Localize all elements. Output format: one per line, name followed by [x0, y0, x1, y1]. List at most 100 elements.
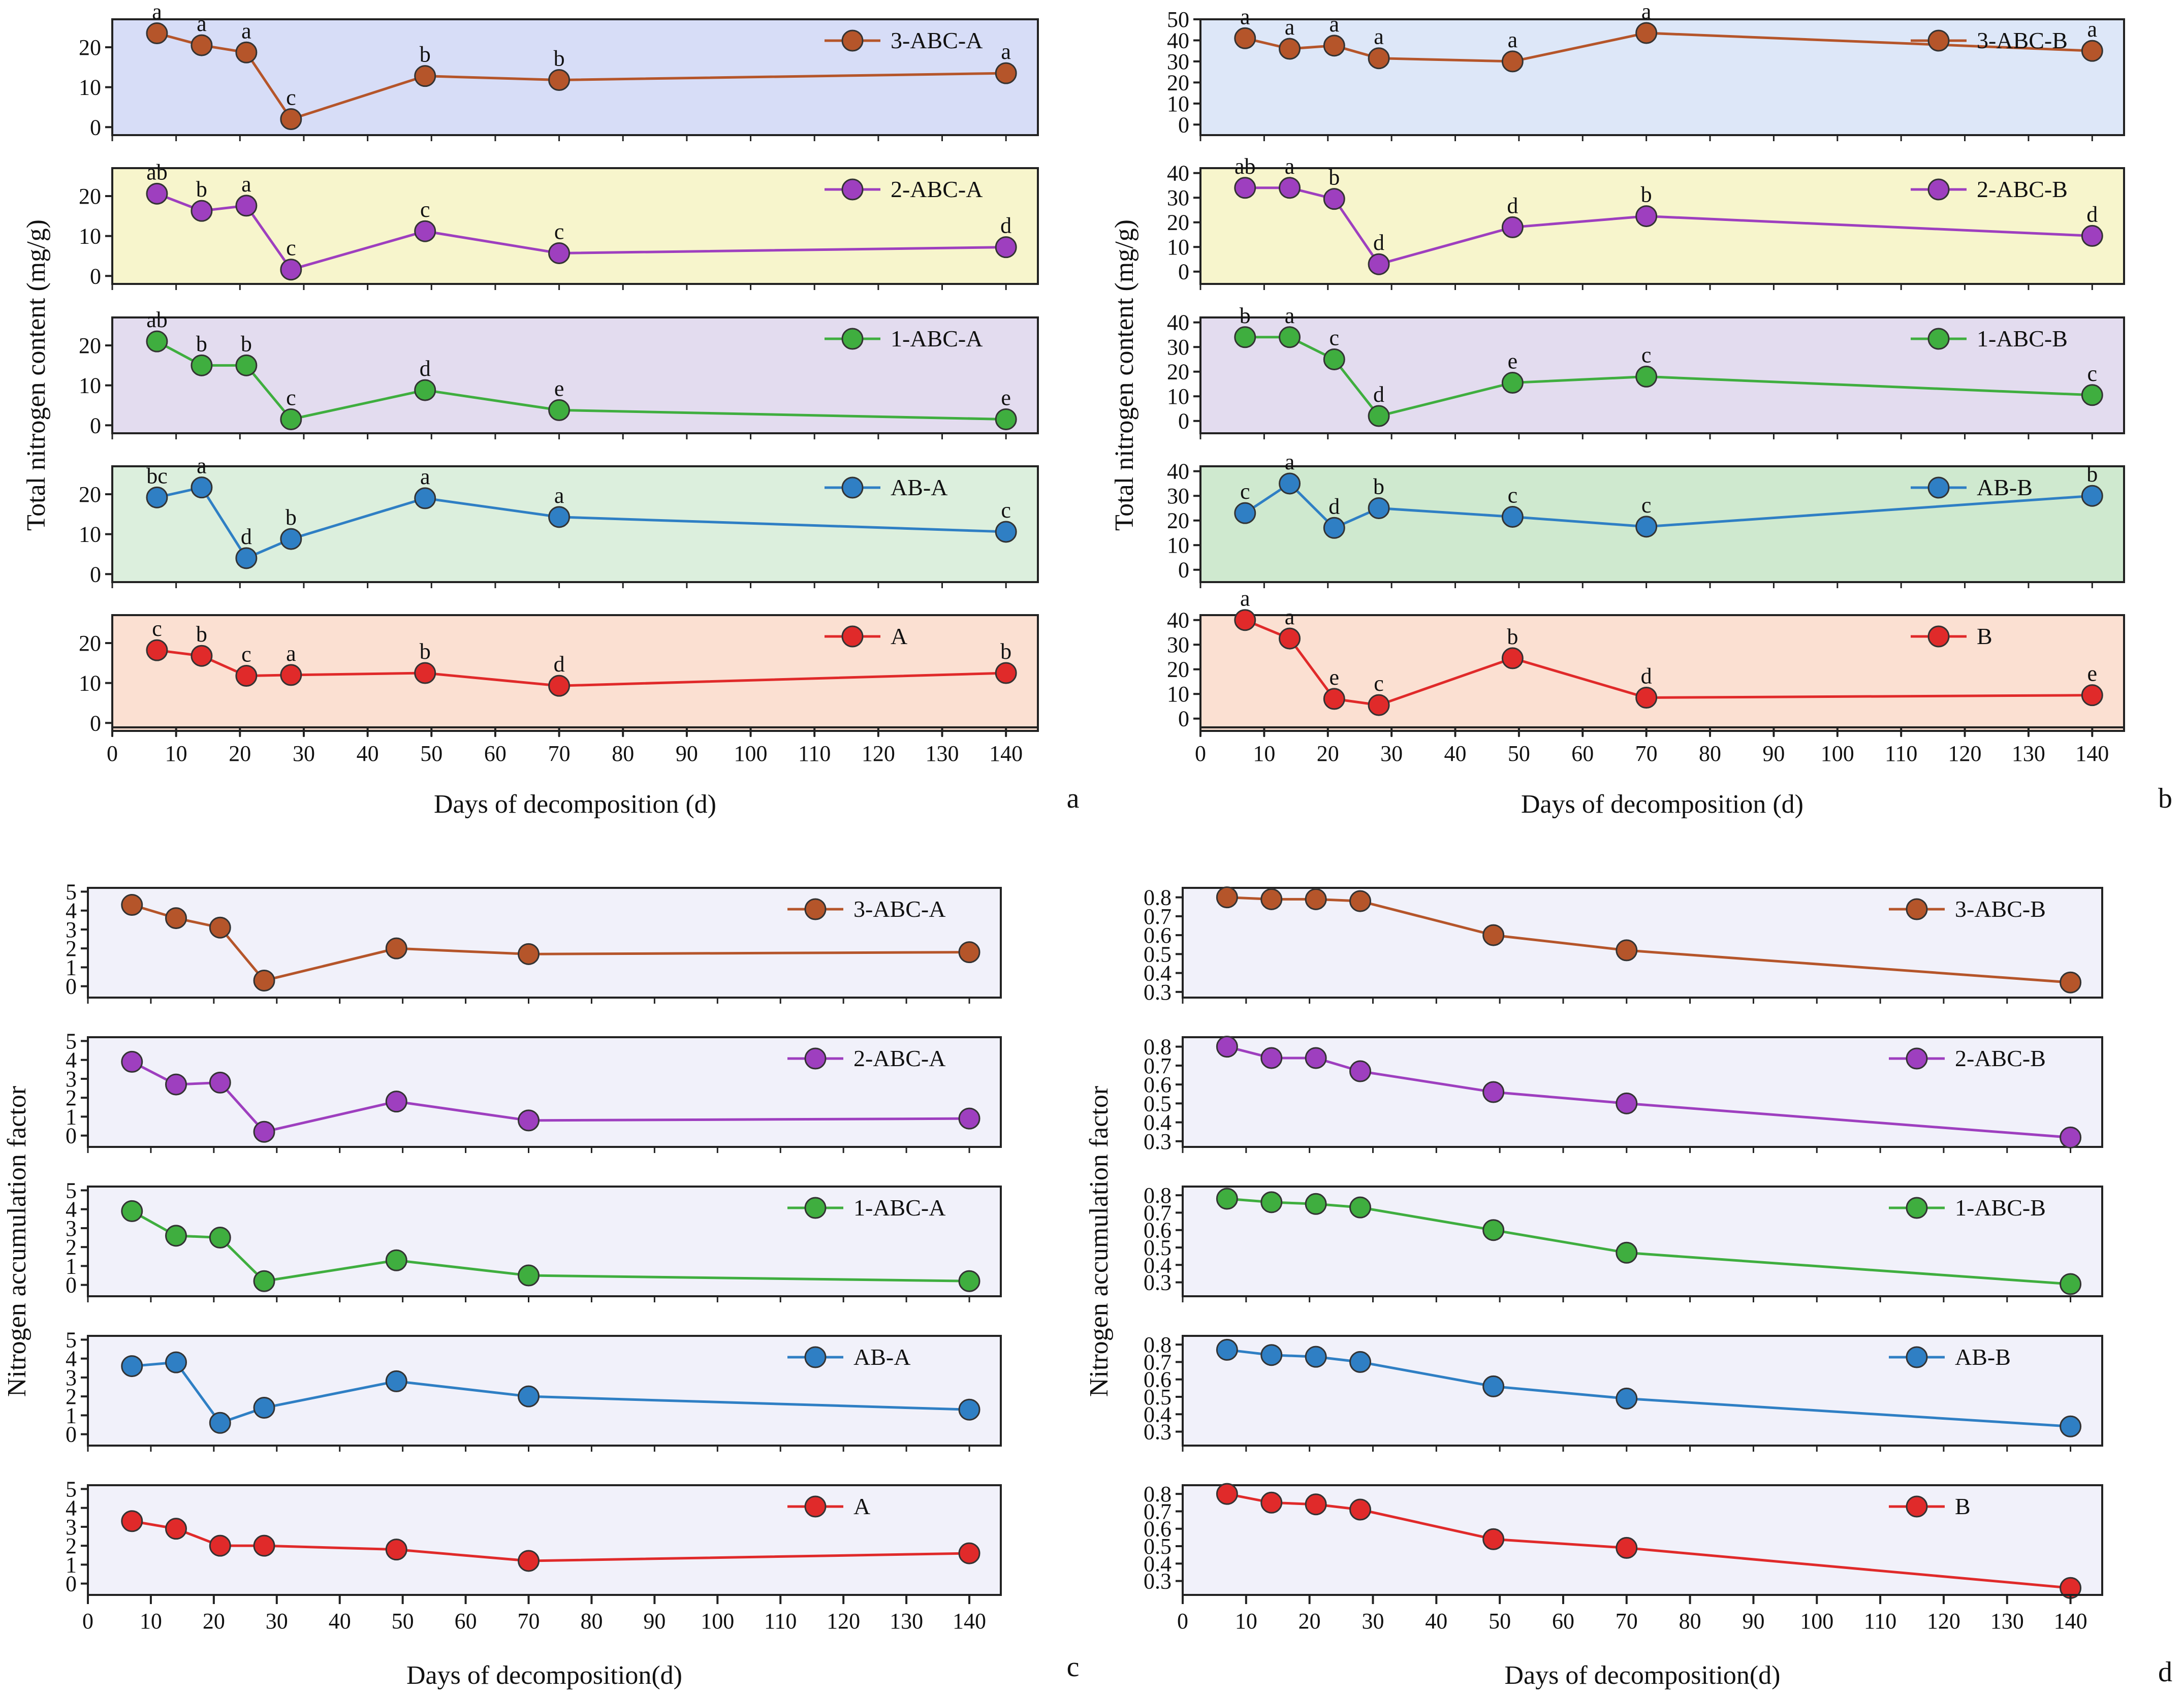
data-point [414, 220, 436, 242]
y-tick-label: 0 [90, 562, 101, 587]
data-point [165, 1073, 187, 1096]
y-axis-title: Total nitrogen content (mg/g) [22, 219, 51, 531]
subplot-a: 0 10 20 c b c a b d b A [79, 614, 1039, 737]
data-point [235, 195, 258, 217]
significance-label: a [1240, 4, 1250, 29]
data-point [191, 354, 213, 376]
data-point [209, 1227, 231, 1249]
significance-label: b [1328, 165, 1340, 190]
y-tick-label: 10 [79, 522, 101, 547]
data-point [1323, 688, 1345, 710]
subplot-2-abc-b: 0.30.40.50.60.70.8 2-ABC-B [1144, 1035, 2103, 1154]
y-tick-label: 40 [1167, 28, 1189, 53]
legend-entry: A [853, 1493, 870, 1519]
data-point [1616, 1092, 1638, 1114]
y-tick-label: 20 [1167, 508, 1189, 533]
legend-entry: 1-ABC-A [891, 326, 983, 351]
y-tick-label: 20 [1167, 210, 1189, 235]
data-point [518, 1550, 540, 1572]
y-axis-title: Total nitrogen content (mg/g) [1110, 219, 1139, 531]
data-point [548, 675, 571, 697]
data-point [1279, 472, 1301, 495]
significance-label: d [1000, 213, 1011, 238]
y-tick-label: 1 [66, 1104, 77, 1129]
data-point [1279, 177, 1301, 199]
y-tick-label: 5 [66, 879, 77, 904]
data-point [518, 1385, 540, 1407]
x-tick-label: 50 [1508, 741, 1530, 766]
y-tick-label: 0.7 [1144, 1200, 1172, 1225]
data-point [146, 330, 168, 353]
legend-entry: 1-ABC-A [853, 1195, 945, 1221]
x-tick-label: 100 [1800, 1609, 1833, 1634]
significance-label: c [241, 642, 251, 667]
significance-label: d [241, 524, 252, 549]
data-point [280, 408, 302, 430]
data-point [191, 34, 213, 56]
data-point [1368, 405, 1390, 427]
data-point [2060, 1415, 2082, 1437]
data-point [1216, 1338, 1238, 1361]
significance-label: b [196, 331, 207, 356]
data-point [1260, 1344, 1283, 1366]
data-point [253, 1121, 275, 1143]
significance-label: ab [1235, 154, 1256, 179]
x-tick-label: 80 [580, 1609, 603, 1634]
data-point [414, 379, 436, 401]
data-point [1323, 35, 1345, 57]
y-tick-label: 0.7 [1144, 1499, 1172, 1524]
y-tick-label: 0 [90, 711, 101, 735]
y-tick-label: 0 [90, 115, 101, 140]
legend-entry: 1-ABC-B [1977, 326, 2068, 351]
y-tick-label: 0.4 [1144, 1253, 1172, 1277]
legend-marker [804, 1047, 827, 1070]
data-point [165, 1225, 187, 1247]
x-tick-label: 140 [989, 741, 1023, 766]
data-point [2081, 384, 2103, 406]
subplot-ab-b: 0.30.40.50.60.70.8 AB-B [1144, 1332, 2103, 1452]
data-point [146, 182, 168, 205]
data-point [1635, 516, 1658, 538]
x-tick-label: 40 [357, 741, 379, 766]
legend-marker [1906, 1047, 1928, 1070]
y-tick-label: 0.3 [1144, 1420, 1172, 1445]
significance-label: a [241, 172, 251, 197]
legend-marker [841, 178, 864, 201]
legend-marker [841, 625, 864, 648]
y-tick-label: 0.4 [1144, 961, 1172, 986]
y-tick-label: 0.7 [1144, 1053, 1172, 1078]
x-tick-label: 60 [484, 741, 507, 766]
x-tick-label: 90 [1742, 1609, 1764, 1634]
plot-area [1199, 316, 2125, 434]
data-point [958, 1398, 980, 1421]
significance-label: c [420, 197, 430, 222]
y-tick-label: 10 [1167, 682, 1189, 707]
x-tick-label: 110 [798, 741, 831, 766]
y-tick-label: 3 [66, 1515, 77, 1540]
data-point [191, 645, 213, 667]
x-tick-label: 10 [1235, 1609, 1257, 1634]
y-tick-label: 10 [1167, 91, 1189, 116]
data-point [1349, 1196, 1372, 1219]
data-point [518, 943, 540, 965]
significance-label: d [1373, 230, 1384, 255]
significance-label: a [1001, 39, 1011, 64]
legend-marker [1906, 1346, 1928, 1368]
data-point [1305, 1493, 1327, 1516]
x-tick-label: 20 [1317, 741, 1339, 766]
legend-entry: B [1977, 623, 1992, 649]
x-tick-label: 40 [1425, 1609, 1447, 1634]
y-tick-label: 0.4 [1144, 1110, 1172, 1135]
significance-label: c [286, 236, 296, 261]
chart-c: 0123453-ABC-A0123452-ABC-A0123451-ABC-A0… [3, 879, 1079, 1690]
x-tick-label: 50 [420, 741, 442, 766]
data-point [1216, 1483, 1238, 1505]
data-point [165, 907, 187, 930]
data-point [1616, 1537, 1638, 1559]
significance-label: c [1508, 483, 1518, 507]
y-tick-label: 4 [66, 899, 77, 923]
legend-entry: 3-ABC-A [853, 896, 945, 922]
legend-entry: 3-ABC-B [1955, 896, 2046, 922]
plot-area [87, 1036, 1002, 1148]
